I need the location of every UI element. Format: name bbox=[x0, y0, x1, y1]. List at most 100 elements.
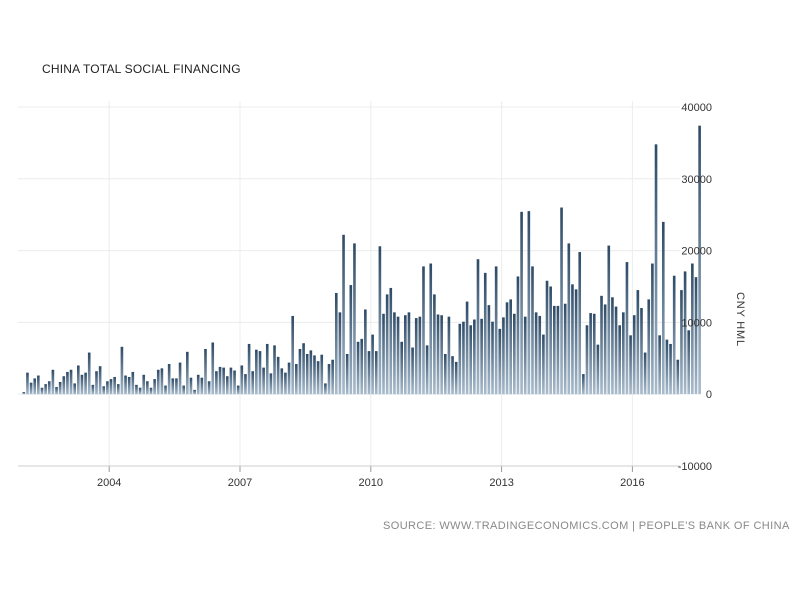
bar bbox=[240, 365, 244, 395]
bar bbox=[135, 384, 138, 395]
x-tick-label: 2004 bbox=[97, 477, 121, 489]
bar bbox=[247, 343, 251, 395]
bar bbox=[458, 323, 462, 395]
bar bbox=[611, 297, 614, 395]
bar bbox=[476, 259, 480, 395]
bar bbox=[683, 271, 687, 395]
bar bbox=[244, 374, 247, 395]
bar bbox=[698, 125, 701, 395]
y-tick-label: 30000 bbox=[681, 174, 712, 186]
bar bbox=[189, 377, 193, 395]
bar bbox=[473, 319, 476, 395]
bar bbox=[607, 245, 611, 395]
bar bbox=[37, 375, 40, 395]
bar bbox=[364, 309, 367, 395]
bar bbox=[425, 345, 429, 395]
bar bbox=[87, 352, 91, 395]
bar bbox=[454, 361, 458, 395]
bar bbox=[182, 385, 185, 395]
bar bbox=[149, 387, 153, 395]
bar bbox=[603, 304, 607, 395]
bar bbox=[138, 387, 142, 395]
bar bbox=[320, 354, 324, 395]
bar bbox=[509, 299, 512, 395]
bar bbox=[106, 381, 109, 395]
bar bbox=[316, 361, 320, 395]
bar-series bbox=[22, 125, 701, 395]
bar bbox=[596, 344, 600, 395]
x-tick-label: 2016 bbox=[620, 477, 644, 489]
bar bbox=[207, 381, 211, 395]
bar bbox=[113, 376, 116, 395]
bar bbox=[382, 313, 385, 395]
bar bbox=[672, 275, 676, 395]
bar bbox=[618, 325, 621, 395]
bar bbox=[614, 306, 618, 395]
bar bbox=[440, 315, 443, 395]
bar bbox=[142, 374, 146, 395]
bar bbox=[447, 316, 451, 395]
bar bbox=[269, 373, 273, 395]
bar bbox=[647, 299, 651, 395]
bar bbox=[658, 335, 661, 395]
bar bbox=[396, 316, 400, 395]
bar bbox=[255, 349, 258, 395]
bar bbox=[44, 384, 47, 395]
bar bbox=[33, 378, 37, 395]
bar bbox=[513, 313, 516, 395]
bar bbox=[338, 312, 342, 395]
bar bbox=[80, 374, 84, 395]
bar bbox=[654, 144, 658, 395]
y-axis: 40000 30000 20000 10000 0 -10000 bbox=[678, 102, 712, 473]
bar bbox=[556, 305, 560, 395]
bar bbox=[167, 364, 171, 395]
bar bbox=[371, 334, 374, 395]
bar bbox=[407, 312, 411, 395]
bar bbox=[51, 369, 55, 395]
bar bbox=[193, 389, 196, 395]
y-tick-label: 10000 bbox=[681, 317, 712, 329]
bar bbox=[494, 266, 498, 395]
bar bbox=[360, 338, 364, 395]
bar bbox=[211, 342, 215, 395]
bar bbox=[251, 371, 255, 395]
bar bbox=[694, 277, 698, 395]
bar bbox=[124, 375, 127, 395]
bar bbox=[560, 207, 563, 395]
bar bbox=[127, 376, 131, 395]
bar bbox=[661, 221, 665, 395]
bar bbox=[520, 211, 523, 395]
bar bbox=[287, 362, 291, 395]
bar bbox=[502, 317, 505, 395]
bar bbox=[280, 368, 284, 395]
bar bbox=[164, 385, 167, 395]
bar bbox=[367, 351, 371, 395]
bar bbox=[291, 315, 294, 395]
bar bbox=[516, 276, 520, 395]
bar bbox=[469, 325, 473, 395]
chart-title: CHINA TOTAL SOCIAL FINANCING bbox=[42, 62, 241, 76]
bar bbox=[592, 313, 596, 395]
bar bbox=[58, 381, 62, 395]
bar bbox=[69, 369, 73, 395]
bar bbox=[487, 305, 491, 395]
bar bbox=[549, 286, 552, 395]
y-tick-label: 0 bbox=[706, 389, 712, 401]
x-tick-label: 2013 bbox=[489, 477, 513, 489]
bar bbox=[542, 334, 545, 395]
bar bbox=[531, 266, 534, 395]
x-tick-label: 2007 bbox=[228, 477, 252, 489]
x-tick-label: 2010 bbox=[359, 477, 383, 489]
bar bbox=[302, 343, 305, 395]
y-axis-label: CNY HML bbox=[734, 292, 746, 347]
bar bbox=[643, 352, 647, 395]
bar bbox=[109, 379, 113, 395]
bar bbox=[200, 377, 204, 395]
bar bbox=[120, 346, 124, 395]
bar bbox=[465, 301, 469, 395]
bar bbox=[171, 378, 175, 395]
bar bbox=[436, 314, 440, 395]
bar bbox=[95, 371, 98, 395]
bar bbox=[295, 364, 298, 395]
bar bbox=[600, 295, 603, 395]
